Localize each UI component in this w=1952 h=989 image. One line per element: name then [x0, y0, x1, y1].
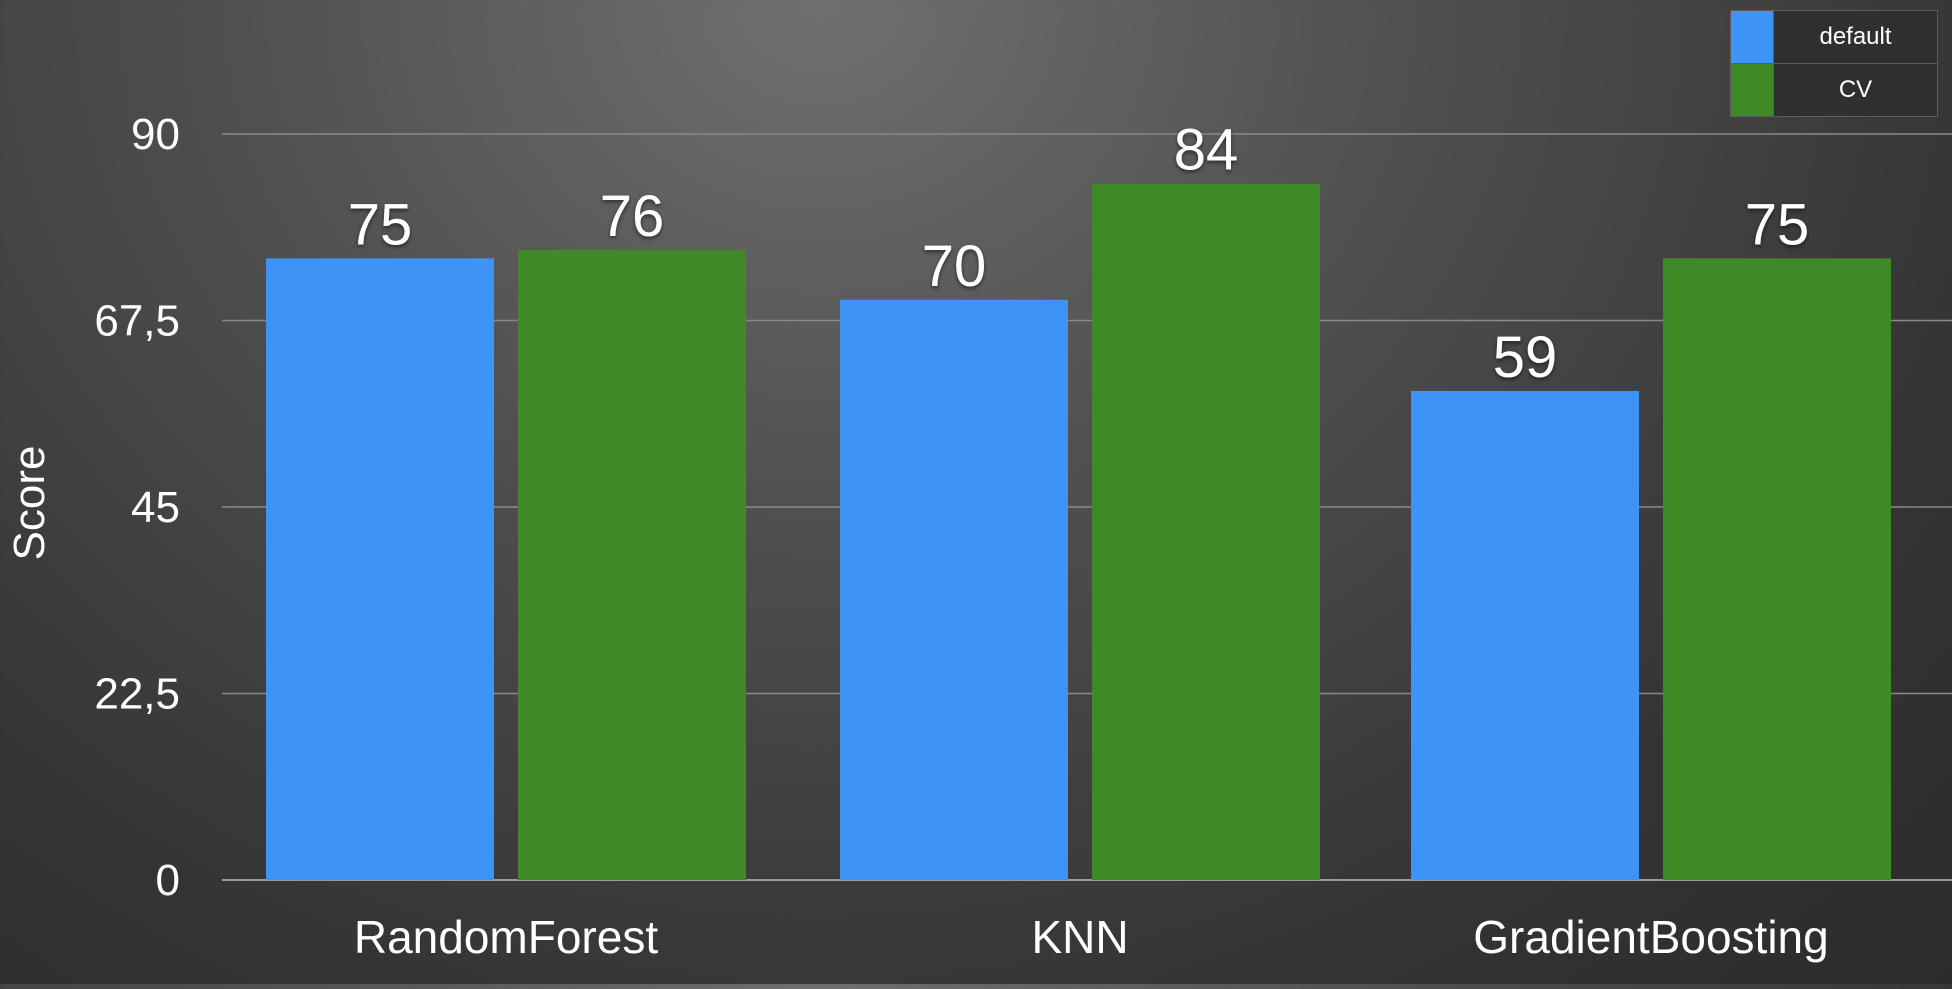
legend-item-default: default [1731, 11, 1937, 64]
bar-cv-knn [1092, 183, 1320, 880]
x-tick-label: KNN [1031, 911, 1128, 963]
y-tick-label: 0 [156, 856, 180, 905]
bar-default-knn [840, 299, 1068, 880]
data-label: 75 [348, 192, 413, 257]
data-label: 59 [1493, 325, 1558, 390]
legend-swatch-default [1731, 11, 1774, 63]
legend-swatch-cv [1731, 64, 1774, 116]
x-tick-label: RandomForest [354, 911, 658, 963]
x-axis-ticks: RandomForest KNN GradientBoosting [354, 911, 1829, 963]
legend-label-cv: CV [1838, 76, 1873, 103]
x-tick-label: GradientBoosting [1473, 911, 1828, 963]
bar-default-gradientboosting [1411, 390, 1639, 880]
bar-cv-gradientboosting [1663, 258, 1891, 880]
y-tick-label: 45 [131, 483, 180, 532]
y-tick-label: 67,5 [94, 297, 180, 346]
y-tick-label: 90 [131, 110, 180, 159]
data-label: 75 [1745, 192, 1810, 257]
data-label: 84 [1174, 118, 1239, 183]
legend: default CV [1730, 10, 1938, 117]
legend-label-default: default [1819, 23, 1892, 50]
y-axis-title: Score [5, 446, 54, 561]
legend-item-cv: CV [1731, 64, 1937, 116]
bar-cv-randomforest [518, 250, 746, 881]
bar-default-randomforest [266, 258, 494, 880]
y-tick-label: 22,5 [94, 670, 180, 719]
data-label: 70 [922, 234, 987, 299]
data-labels: 75 76 70 84 59 75 [348, 118, 1810, 390]
bars [266, 183, 1891, 881]
y-axis-ticks: 0 22,5 45 67,5 90 [94, 110, 180, 905]
data-label: 76 [600, 184, 665, 249]
